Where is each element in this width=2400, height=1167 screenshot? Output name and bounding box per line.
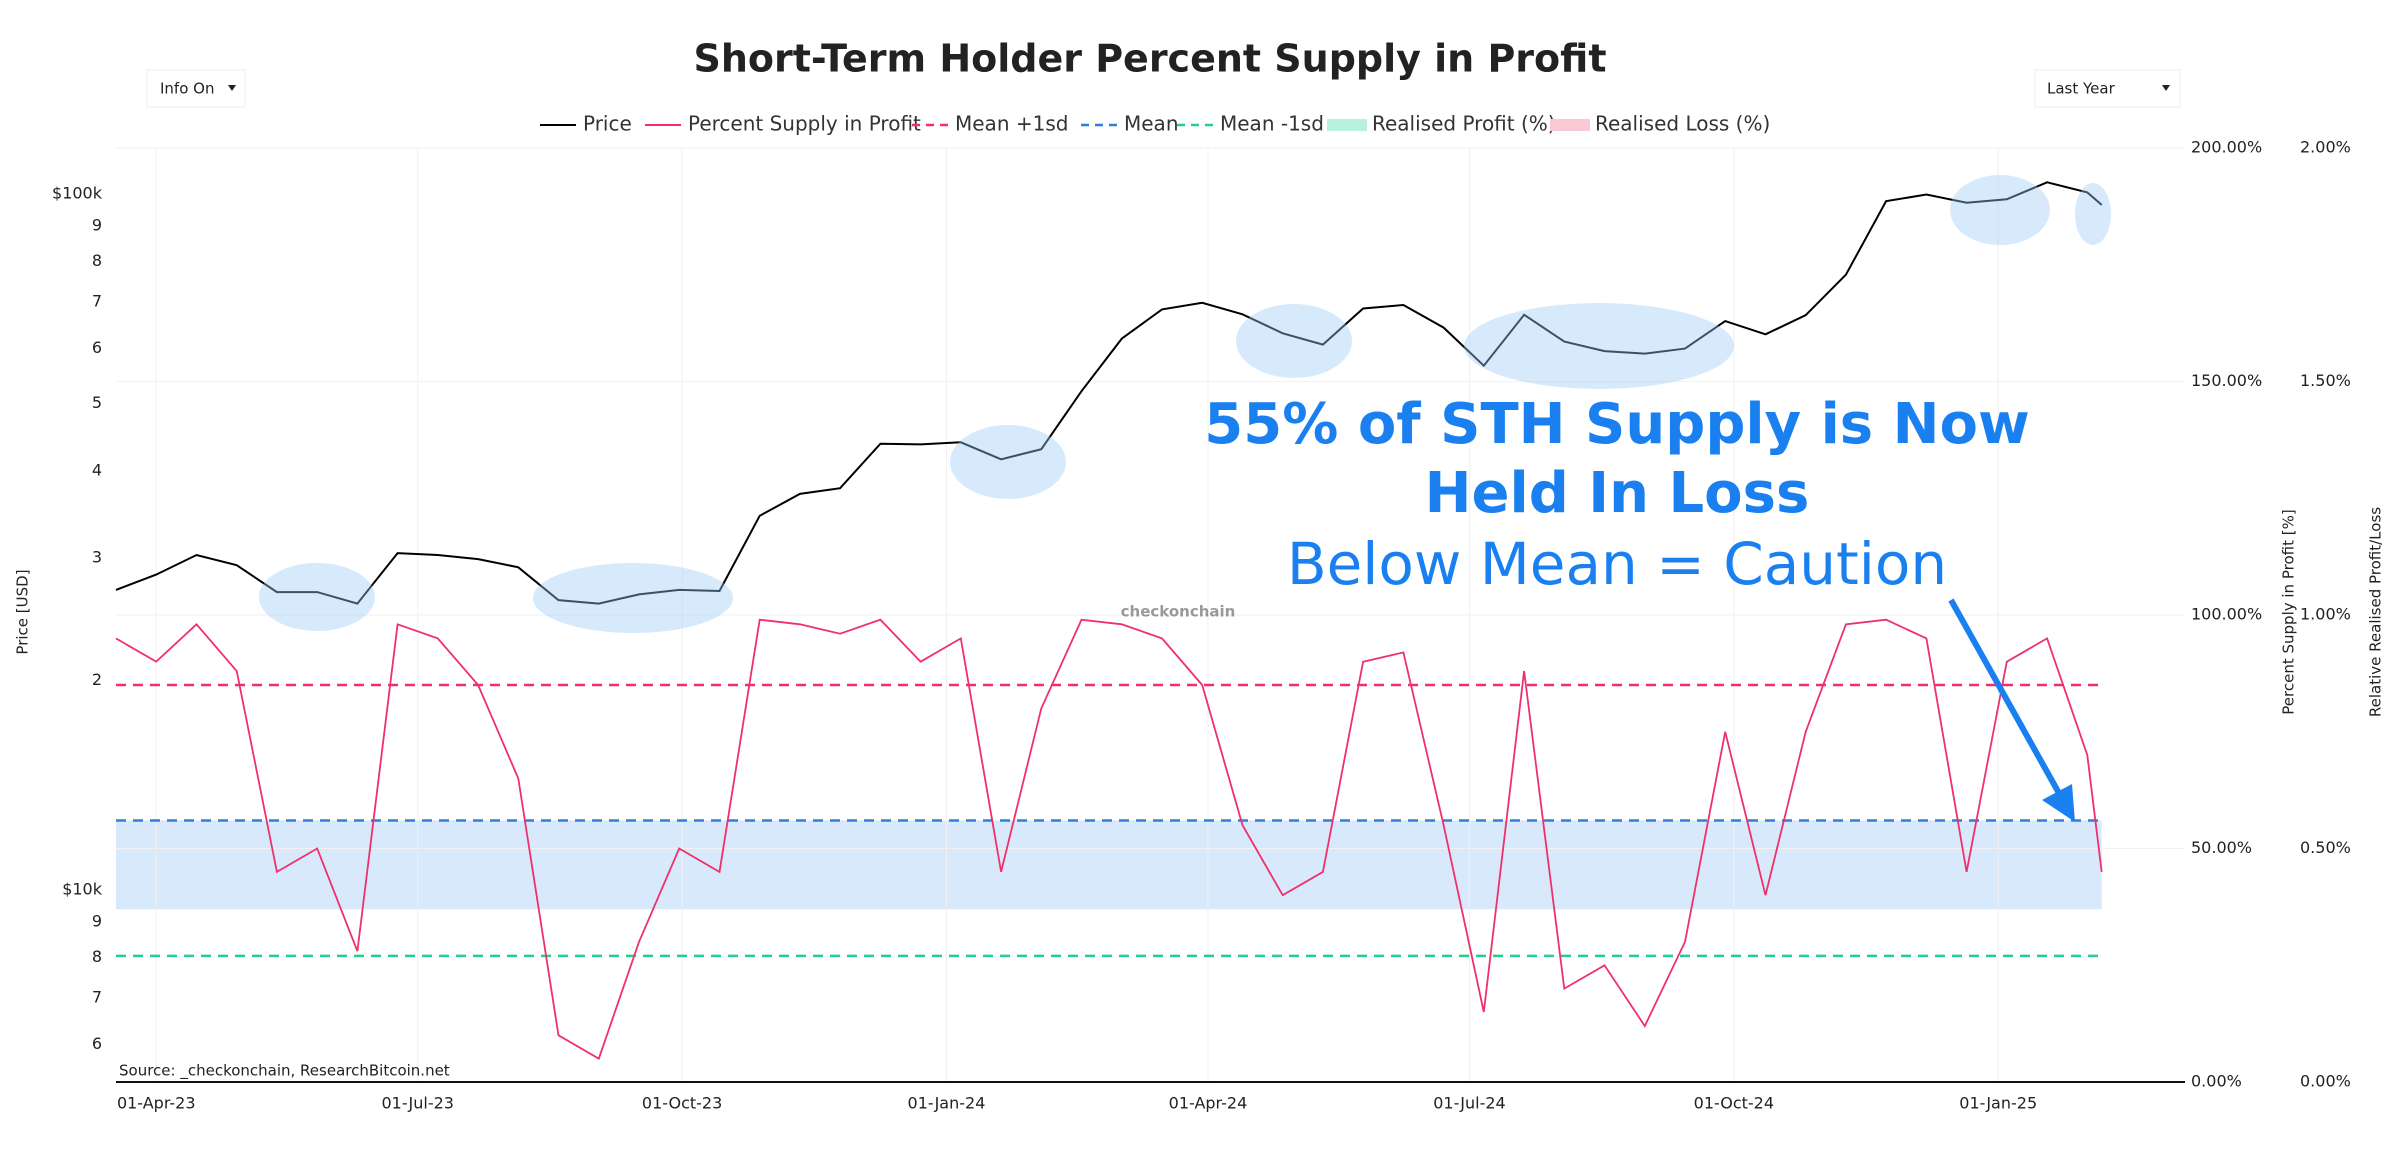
ellipse bbox=[1950, 175, 2050, 245]
annotation-subline: Below Mean = Caution bbox=[1287, 530, 1947, 598]
legend-swatch bbox=[1327, 119, 1367, 131]
y-tick-label: $100k bbox=[52, 184, 103, 203]
annotation-arrowhead bbox=[2042, 784, 2075, 822]
y-tick-label: 9 bbox=[92, 911, 102, 930]
y-tick-label: 7 bbox=[92, 291, 102, 310]
y-tick-label: 4 bbox=[92, 461, 102, 480]
annotation-headline: Held In Loss bbox=[1425, 461, 1810, 526]
plot-area: 01-Apr-23 01-Jul-23 01-Oct-23 01-Jan-24 01-A… bbox=[52, 112, 2351, 1113]
legend-label: Realised Loss (%) bbox=[1595, 112, 1770, 136]
range-dropdown-label[interactable]: Last Year bbox=[2047, 80, 2116, 98]
ellipse bbox=[1464, 303, 1734, 389]
annotation-arrow bbox=[1948, 598, 2063, 797]
x-tick-label: 01-Jan-25 bbox=[1959, 1094, 2037, 1113]
series-line bbox=[115, 618, 2103, 1061]
y3-tick-label: 0.00% bbox=[2300, 1072, 2351, 1091]
dropdown-caret bbox=[228, 85, 236, 91]
x-tick-label: 01-Jul-23 bbox=[381, 1094, 453, 1113]
y-tick-label: 9 bbox=[92, 216, 102, 235]
y3-tick-label: 0.50% bbox=[2300, 838, 2351, 857]
y3-axis-title: Relative Realised Profit/Loss bbox=[2367, 507, 2385, 717]
legend-label: Mean +1sd bbox=[955, 112, 1068, 136]
ellipse bbox=[950, 425, 1066, 499]
dropdown-caret bbox=[2162, 85, 2170, 91]
x-tick-label: 01-Apr-23 bbox=[117, 1094, 196, 1113]
watermark: checkonchain bbox=[1121, 603, 1236, 621]
info-dropdown-label[interactable]: Info On bbox=[160, 80, 214, 98]
range-dropdown[interactable] bbox=[2034, 69, 2181, 108]
y-tick-label: 2 bbox=[92, 670, 102, 689]
y2-tick-label: 50.00% bbox=[2191, 838, 2252, 857]
ellipse bbox=[259, 563, 375, 631]
legend-swatch bbox=[1550, 119, 1590, 131]
y3-tick-label: 1.50% bbox=[2300, 371, 2351, 390]
y-tick-label: 8 bbox=[92, 947, 102, 966]
y-tick-label: $10k bbox=[62, 880, 103, 899]
y-tick-label: 8 bbox=[92, 251, 102, 270]
y-tick-label: 6 bbox=[92, 1034, 102, 1053]
legend-label: Percent Supply in Profit bbox=[688, 112, 921, 136]
legend-label: Mean -1sd bbox=[1220, 112, 1324, 136]
info-dropdown[interactable] bbox=[146, 69, 246, 108]
y-axis-title: Price [USD] bbox=[14, 569, 32, 654]
y2-axis-title: Percent Supply in Profit [%] bbox=[2280, 509, 2298, 714]
legend-label: Mean bbox=[1124, 112, 1179, 136]
y2-tick-label: 100.00% bbox=[2191, 605, 2262, 624]
y2-tick-label: 150.00% bbox=[2191, 371, 2262, 390]
y-tick-label: 3 bbox=[92, 548, 102, 567]
ellipse bbox=[533, 563, 733, 633]
x-tick-label: 01-Oct-24 bbox=[1694, 1094, 1774, 1113]
y3-tick-label: 2.00% bbox=[2300, 138, 2351, 157]
y-tick-label: 5 bbox=[92, 393, 102, 412]
y-tick-label: 6 bbox=[92, 338, 102, 357]
legend-label: Price bbox=[583, 112, 632, 136]
ellipse bbox=[2075, 183, 2111, 245]
y2-tick-label: 0.00% bbox=[2191, 1072, 2242, 1091]
x-tick-label: 01-Apr-24 bbox=[1169, 1094, 1248, 1113]
ellipse bbox=[1236, 304, 1352, 378]
annotation-headline: 55% of STH Supply is Now bbox=[1204, 392, 2029, 457]
y-tick-label: 7 bbox=[92, 987, 102, 1006]
x-tick-label: 01-Jul-24 bbox=[1433, 1094, 1505, 1113]
chart-title: Short-Term Holder Percent Supply in Prof… bbox=[693, 37, 1606, 81]
x-tick-label: 01-Jan-24 bbox=[908, 1094, 986, 1113]
x-tick-label: 01-Oct-23 bbox=[642, 1094, 722, 1113]
series-line bbox=[115, 181, 2103, 605]
highlight-ellipses bbox=[259, 175, 2111, 633]
y3-tick-label: 1.00% bbox=[2300, 605, 2351, 624]
legend-label: Realised Profit (%) bbox=[1372, 112, 1556, 136]
highlight-band bbox=[116, 820, 2102, 910]
y2-tick-label: 200.00% bbox=[2191, 138, 2262, 157]
source: Source: _checkonchain, ResearchBitcoin.n… bbox=[119, 1062, 450, 1081]
